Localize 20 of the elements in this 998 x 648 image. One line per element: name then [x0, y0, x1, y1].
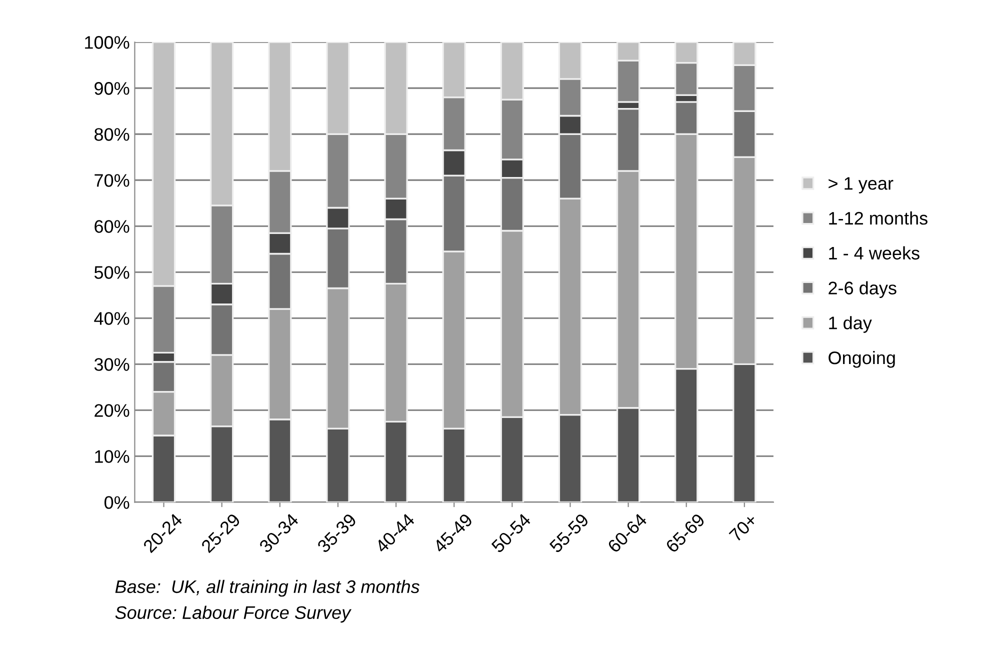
y-tick-label: 20% — [94, 404, 130, 417]
legend-label: 1-12 months — [829, 211, 928, 225]
legend-label: > 1 year — [828, 177, 894, 194]
y-tick-label: 40% — [94, 312, 130, 325]
y-tick-label: 50% — [94, 266, 130, 279]
legend-label: Ongoing — [828, 350, 895, 368]
legend-label: 2-6 days — [828, 281, 896, 298]
y-tick-label: 30% — [94, 358, 130, 371]
y-tick-label: 60% — [94, 220, 130, 233]
source-note: Source: Labour Force Survey — [115, 606, 352, 623]
y-tick-label: 0% — [104, 496, 130, 509]
y-tick-label: 90% — [94, 82, 130, 95]
y-tick-label: 10% — [95, 450, 130, 463]
y-tick-label: 100% — [85, 36, 130, 49]
text: Base: UK, all training in last 3 months — [115, 580, 420, 597]
y-tick-label: 70% — [94, 174, 130, 187]
legend-label: 1 - 4 weeks — [829, 246, 920, 260]
legend-label: 1 day — [829, 316, 872, 333]
x-tick-label: 70+ — [728, 512, 758, 542]
y-tick-label: 80% — [94, 128, 130, 141]
